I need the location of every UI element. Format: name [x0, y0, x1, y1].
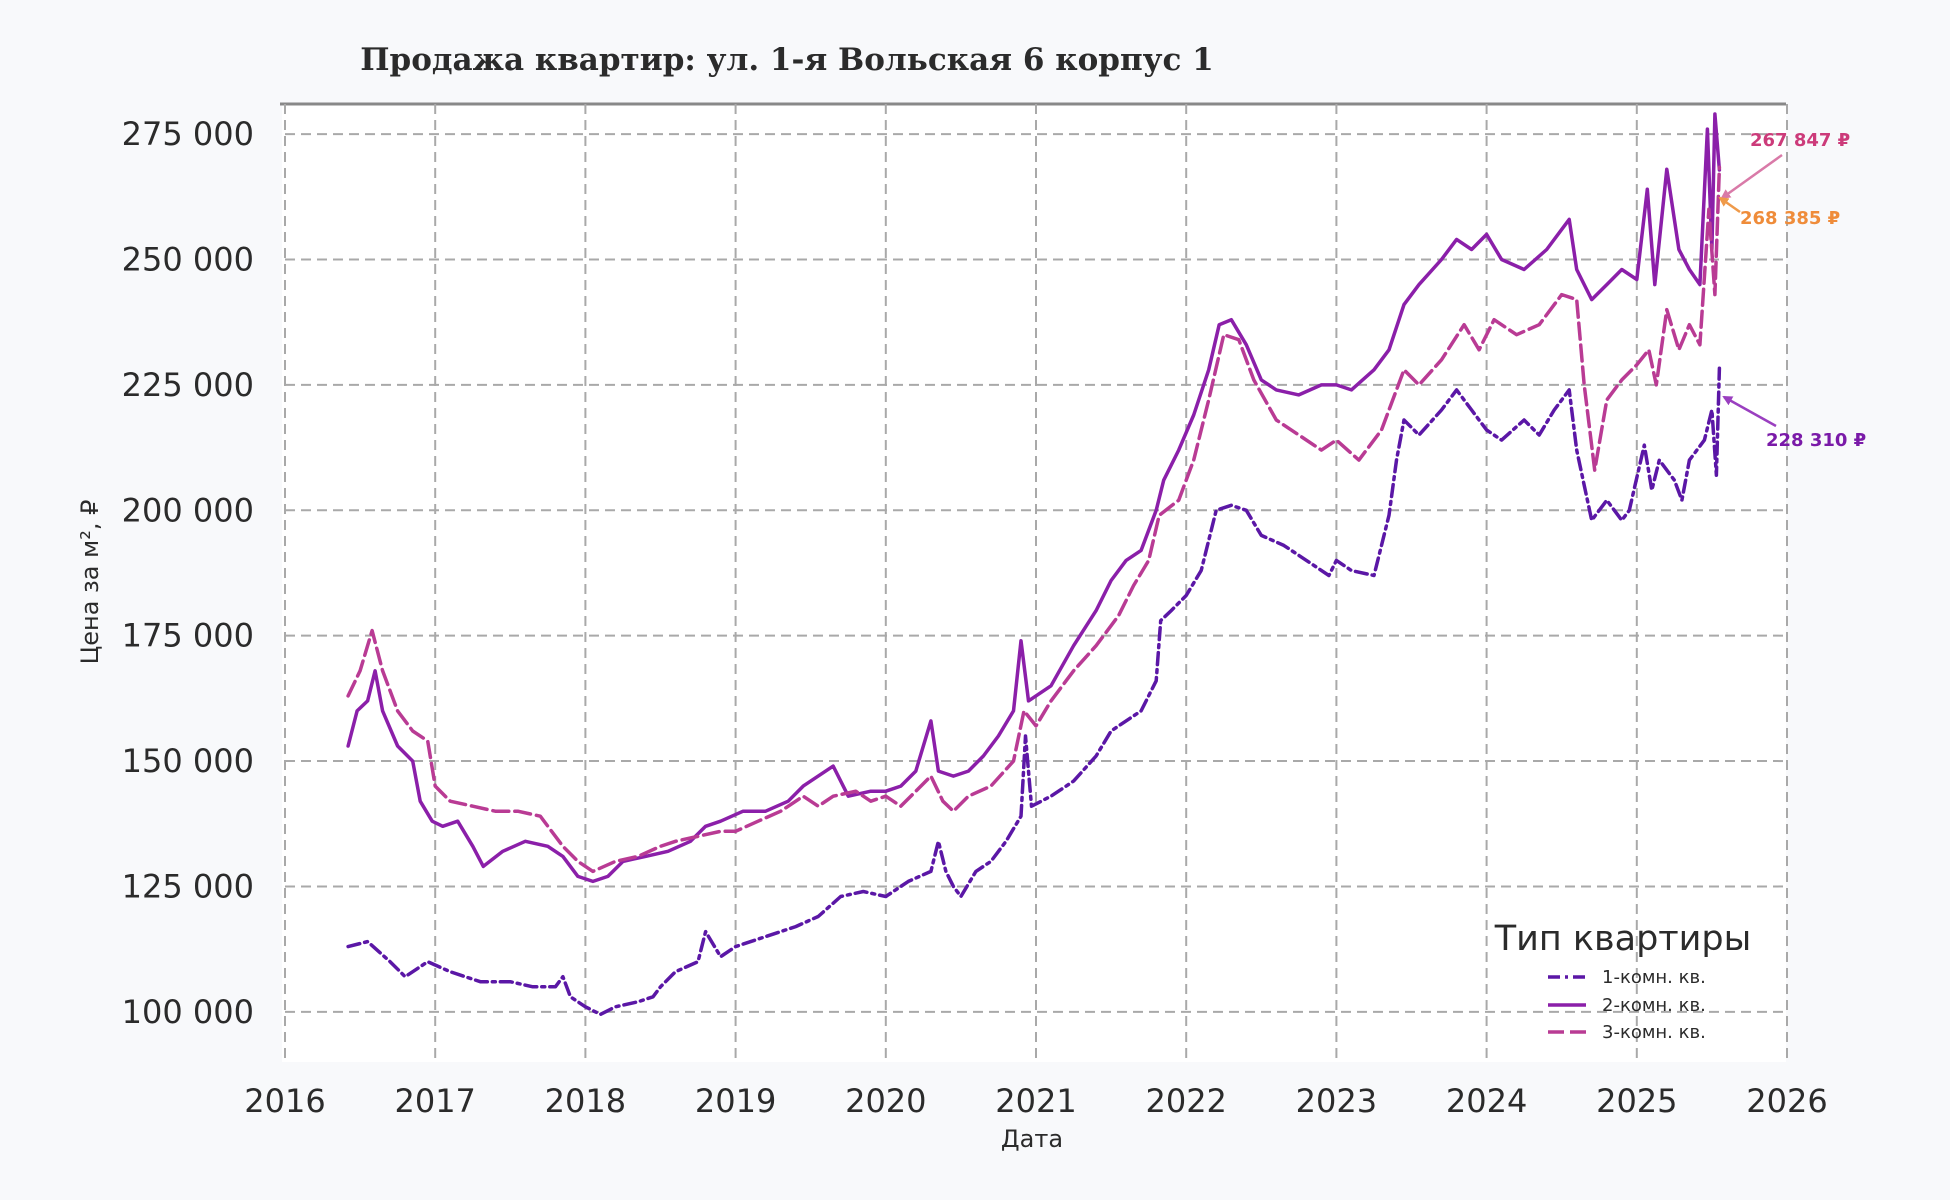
x-tick-label: 2018: [545, 1082, 626, 1120]
annotation-1-room-arrow: [1722, 395, 1777, 428]
y-tick-label: 150 000: [122, 742, 254, 780]
x-tick-label: 2023: [1296, 1082, 1377, 1120]
x-tick-label: 2016: [244, 1082, 325, 1120]
y-axis-label: Цена за м², ₽: [76, 500, 104, 665]
annotation-3-room: 268 385 ₽: [1740, 208, 1840, 229]
y-tick-label: 275 000: [122, 115, 254, 153]
y-tick-label: 200 000: [122, 491, 254, 529]
y-tick-label: 100 000: [122, 993, 254, 1031]
legend-label-2-room: 2-комн. кв.: [1602, 995, 1706, 1016]
x-axis-label: Дата: [1001, 1125, 1063, 1153]
y-tick-label: 250 000: [122, 240, 254, 278]
chart-title: Продажа квартир: ул. 1-я Вольская 6 корп…: [360, 42, 1213, 78]
annotation-2-room-arrow: [1720, 153, 1783, 200]
legend-label-1-room: 1-комн. кв.: [1602, 967, 1706, 988]
x-axis-ticks: 2016 2017 2018 2019 2020 2021 2022 2023 2024 2025…: [244, 1082, 1827, 1120]
x-tick-label: 2021: [995, 1082, 1076, 1120]
series-line-2-room: [346, 112, 1722, 884]
x-tick-label: 2017: [394, 1082, 475, 1120]
x-tick-label: 2019: [695, 1082, 776, 1120]
y-tick-label: 175 000: [122, 617, 254, 655]
annotation-1-room: 228 310 ₽: [1766, 430, 1866, 451]
annotations: 267 847 ₽ 268 385 ₽ 228 310 ₽: [1718, 130, 1866, 451]
series-line-1-room: [346, 366, 1722, 1017]
plot-area: [282, 104, 1786, 1062]
legend: Тип квартиры 1-комн. кв. 2-комн. кв. 3-к…: [1494, 919, 1752, 1043]
y-tick-label: 225 000: [122, 366, 254, 404]
legend-title: Тип квартиры: [1494, 919, 1752, 959]
series-line-3-room: [346, 165, 1722, 874]
x-tick-label: 2020: [845, 1082, 926, 1120]
x-tick-label: 2026: [1746, 1082, 1827, 1120]
y-axis-ticks: 100 000 125 000 150 000 175 000 200 000 225 0…: [122, 115, 254, 1031]
series: [346, 112, 1722, 1017]
annotation-2-room: 267 847 ₽: [1750, 130, 1850, 151]
x-tick-label: 2024: [1446, 1082, 1527, 1120]
y-tick-label: 125 000: [122, 867, 254, 905]
legend-label-3-room: 3-комн. кв.: [1602, 1022, 1706, 1043]
annotation-3-room-arrow: [1718, 196, 1741, 214]
x-tick-label: 2022: [1145, 1082, 1226, 1120]
x-tick-label: 2025: [1596, 1082, 1677, 1120]
